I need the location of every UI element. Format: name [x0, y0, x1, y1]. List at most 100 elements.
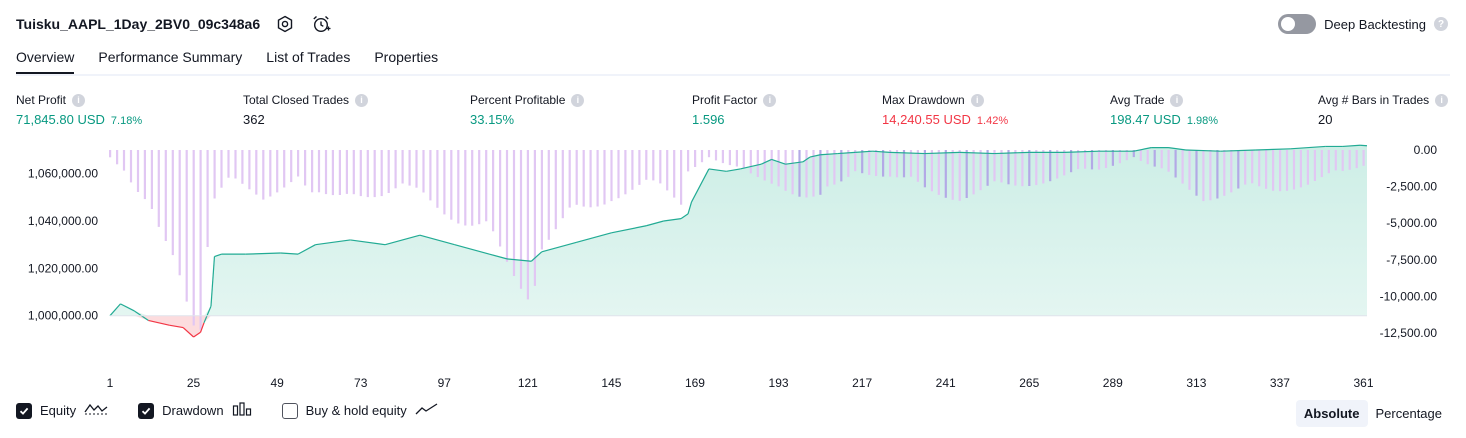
drawdown-bar [1306, 150, 1309, 185]
drawdown-bar [394, 150, 397, 189]
x-tick-label: 73 [354, 376, 368, 390]
tab-properties[interactable]: Properties [374, 49, 439, 65]
drawdown-bar [742, 150, 745, 169]
drawdown-bar [694, 150, 697, 167]
info-icon[interactable]: i [72, 93, 86, 107]
drawdown-bar [429, 150, 432, 201]
equity-line-segment [611, 225, 647, 234]
drawdown-bar [1202, 150, 1205, 202]
metric-label: Percent Profitable [470, 93, 566, 107]
drawdown-bar [1118, 150, 1121, 164]
drawdown-bar [1021, 150, 1024, 187]
drawdown-bar [1279, 150, 1282, 192]
drawdown-bar [1153, 150, 1156, 167]
equity-line-segment [687, 201, 693, 215]
equity-line-segment [169, 324, 184, 329]
equity-line-segment [245, 252, 281, 255]
equity-line-segment [646, 220, 664, 227]
toggle-knob [1281, 17, 1296, 31]
drawdown-bar [652, 150, 655, 181]
deep-backtesting-toggle[interactable] [1278, 14, 1317, 34]
drawdown-bar [721, 150, 724, 164]
info-icon[interactable]: i [571, 93, 585, 107]
x-tick-label: 1 [107, 376, 114, 390]
alarm-clock-plus-icon[interactable] [310, 13, 332, 35]
drawdown-bar [756, 150, 759, 177]
drawdown-bar [561, 150, 564, 219]
drawdown-bar [603, 150, 606, 205]
drawdown-bar [457, 150, 460, 224]
drawdown-bar [728, 150, 731, 166]
y-right-tick-label: 0.00 [1414, 143, 1438, 157]
drawdown-bar [596, 150, 599, 207]
equity-drawdown-chart[interactable]: 1,060,000.00 1,040,000.00 1,020,000.00 1,00… [0, 140, 1466, 395]
drawdown-bar [547, 150, 550, 240]
tab-overview[interactable]: Overview [16, 46, 75, 74]
tab-performance-summary[interactable]: Performance Summary [98, 49, 243, 65]
drawdown-bar [345, 150, 348, 194]
absolute-button[interactable]: Absolute [1295, 400, 1368, 427]
drawdown-bar [1084, 150, 1087, 169]
equity-negative-area [110, 315, 1367, 337]
equity-line-segment [680, 213, 689, 220]
drawdown-bar [1341, 150, 1344, 171]
x-tick-label: 289 [1103, 376, 1123, 390]
equity-line-segment [315, 239, 351, 246]
tab-list-of-trades[interactable]: List of Trades [266, 49, 351, 65]
drawdown-bar [944, 150, 947, 198]
deep-backtesting-label: Deep Backtesting [1324, 16, 1426, 32]
drawdown-bar [311, 150, 314, 193]
trend-line-icon [415, 402, 439, 419]
drawdown-bar [680, 150, 683, 205]
drawdown-bar [1056, 150, 1059, 179]
drawdown-bar [206, 150, 209, 247]
y-right-tick-label: -5,000.00 [1386, 216, 1437, 230]
legend-buy-hold-equity[interactable]: Buy & hold equity [281, 402, 439, 419]
metric-net-profit: Net Profit i 71,845.80 USD 7.18% [16, 93, 142, 127]
help-icon[interactable]: ? [1434, 17, 1448, 31]
drawdown-bar [972, 150, 975, 195]
drawdown-bar [582, 150, 585, 207]
percentage-button[interactable]: Percentage [1375, 406, 1443, 421]
checkbox-buy-hold-equity[interactable] [281, 402, 298, 419]
legend-equity-label: Equity [40, 403, 77, 418]
checkbox-equity[interactable] [16, 402, 32, 419]
metric-value: 198.47 USD [1110, 112, 1181, 127]
info-icon[interactable]: i [355, 93, 369, 107]
drawdown-bar [471, 150, 474, 226]
legend-drawdown[interactable]: Drawdown [138, 402, 251, 419]
drawdown-bar [436, 150, 439, 208]
drawdown-bar [763, 150, 766, 181]
info-icon[interactable]: i [1170, 93, 1184, 107]
info-icon[interactable]: i [1435, 93, 1449, 107]
drawdown-bar [512, 150, 516, 276]
drawdown-bar [227, 150, 230, 178]
equity-line-segment [855, 150, 873, 153]
metric-percent: 1.42% [976, 115, 1009, 127]
drawdown-bar [352, 150, 355, 195]
checkbox-drawdown[interactable] [138, 402, 155, 419]
drawdown-bar [157, 150, 160, 227]
drawdown-bar [847, 150, 850, 177]
drawdown-bar [373, 150, 376, 198]
legend-equity[interactable]: Equity [16, 402, 108, 419]
settings-icon[interactable] [274, 13, 296, 35]
drawdown-bar [269, 150, 272, 197]
equity-area [110, 145, 1367, 316]
info-icon[interactable]: i [763, 93, 777, 107]
metric-total-closed-trades: Total Closed Trades i 362 [243, 93, 369, 127]
equity-line-segment [576, 232, 612, 243]
drawdown-bar [861, 150, 864, 174]
drawdown-bar [1230, 150, 1233, 193]
drawdown-bar [1014, 150, 1017, 186]
drawdown-bar [965, 150, 968, 198]
drawdown-bar [666, 150, 669, 191]
info-icon[interactable]: i [970, 93, 984, 107]
drawdown-bar [1195, 150, 1198, 196]
equity-line-segment [690, 168, 710, 203]
drawdown-bar [840, 150, 843, 182]
drawdown-bar [408, 150, 411, 186]
x-tick-label: 241 [936, 376, 956, 390]
metric-value: 71,845.80 USD [16, 112, 105, 127]
drawdown-bar [387, 150, 390, 193]
